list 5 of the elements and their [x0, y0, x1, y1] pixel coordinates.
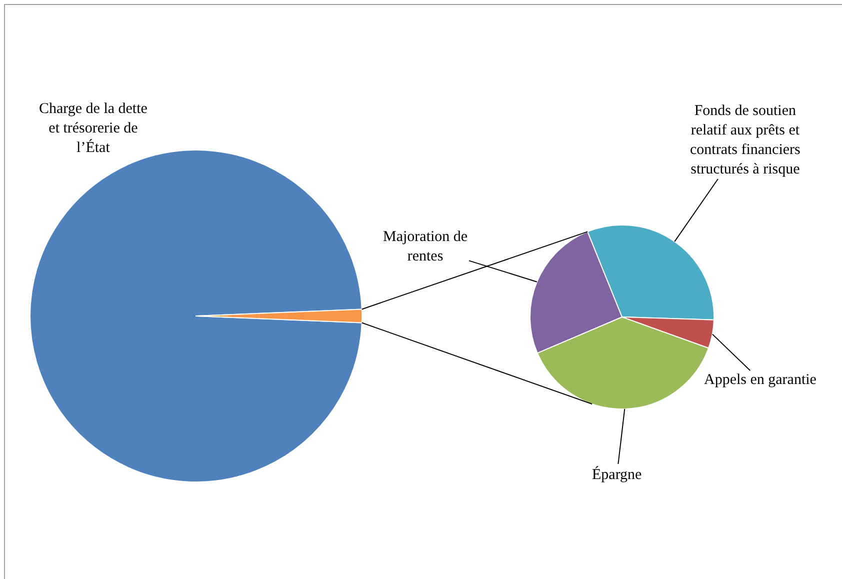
- slice-label: Fonds de soutien relatif aux prêts et contrats financiers structurés à risque: [690, 103, 801, 178]
- slice-label: Charge de la dette et trésorerie de l’État: [39, 101, 148, 156]
- slice-label: Appels en garantie: [704, 372, 817, 388]
- slice-label: Épargne: [592, 466, 642, 483]
- slice-label: Majoration de rentes: [383, 229, 468, 264]
